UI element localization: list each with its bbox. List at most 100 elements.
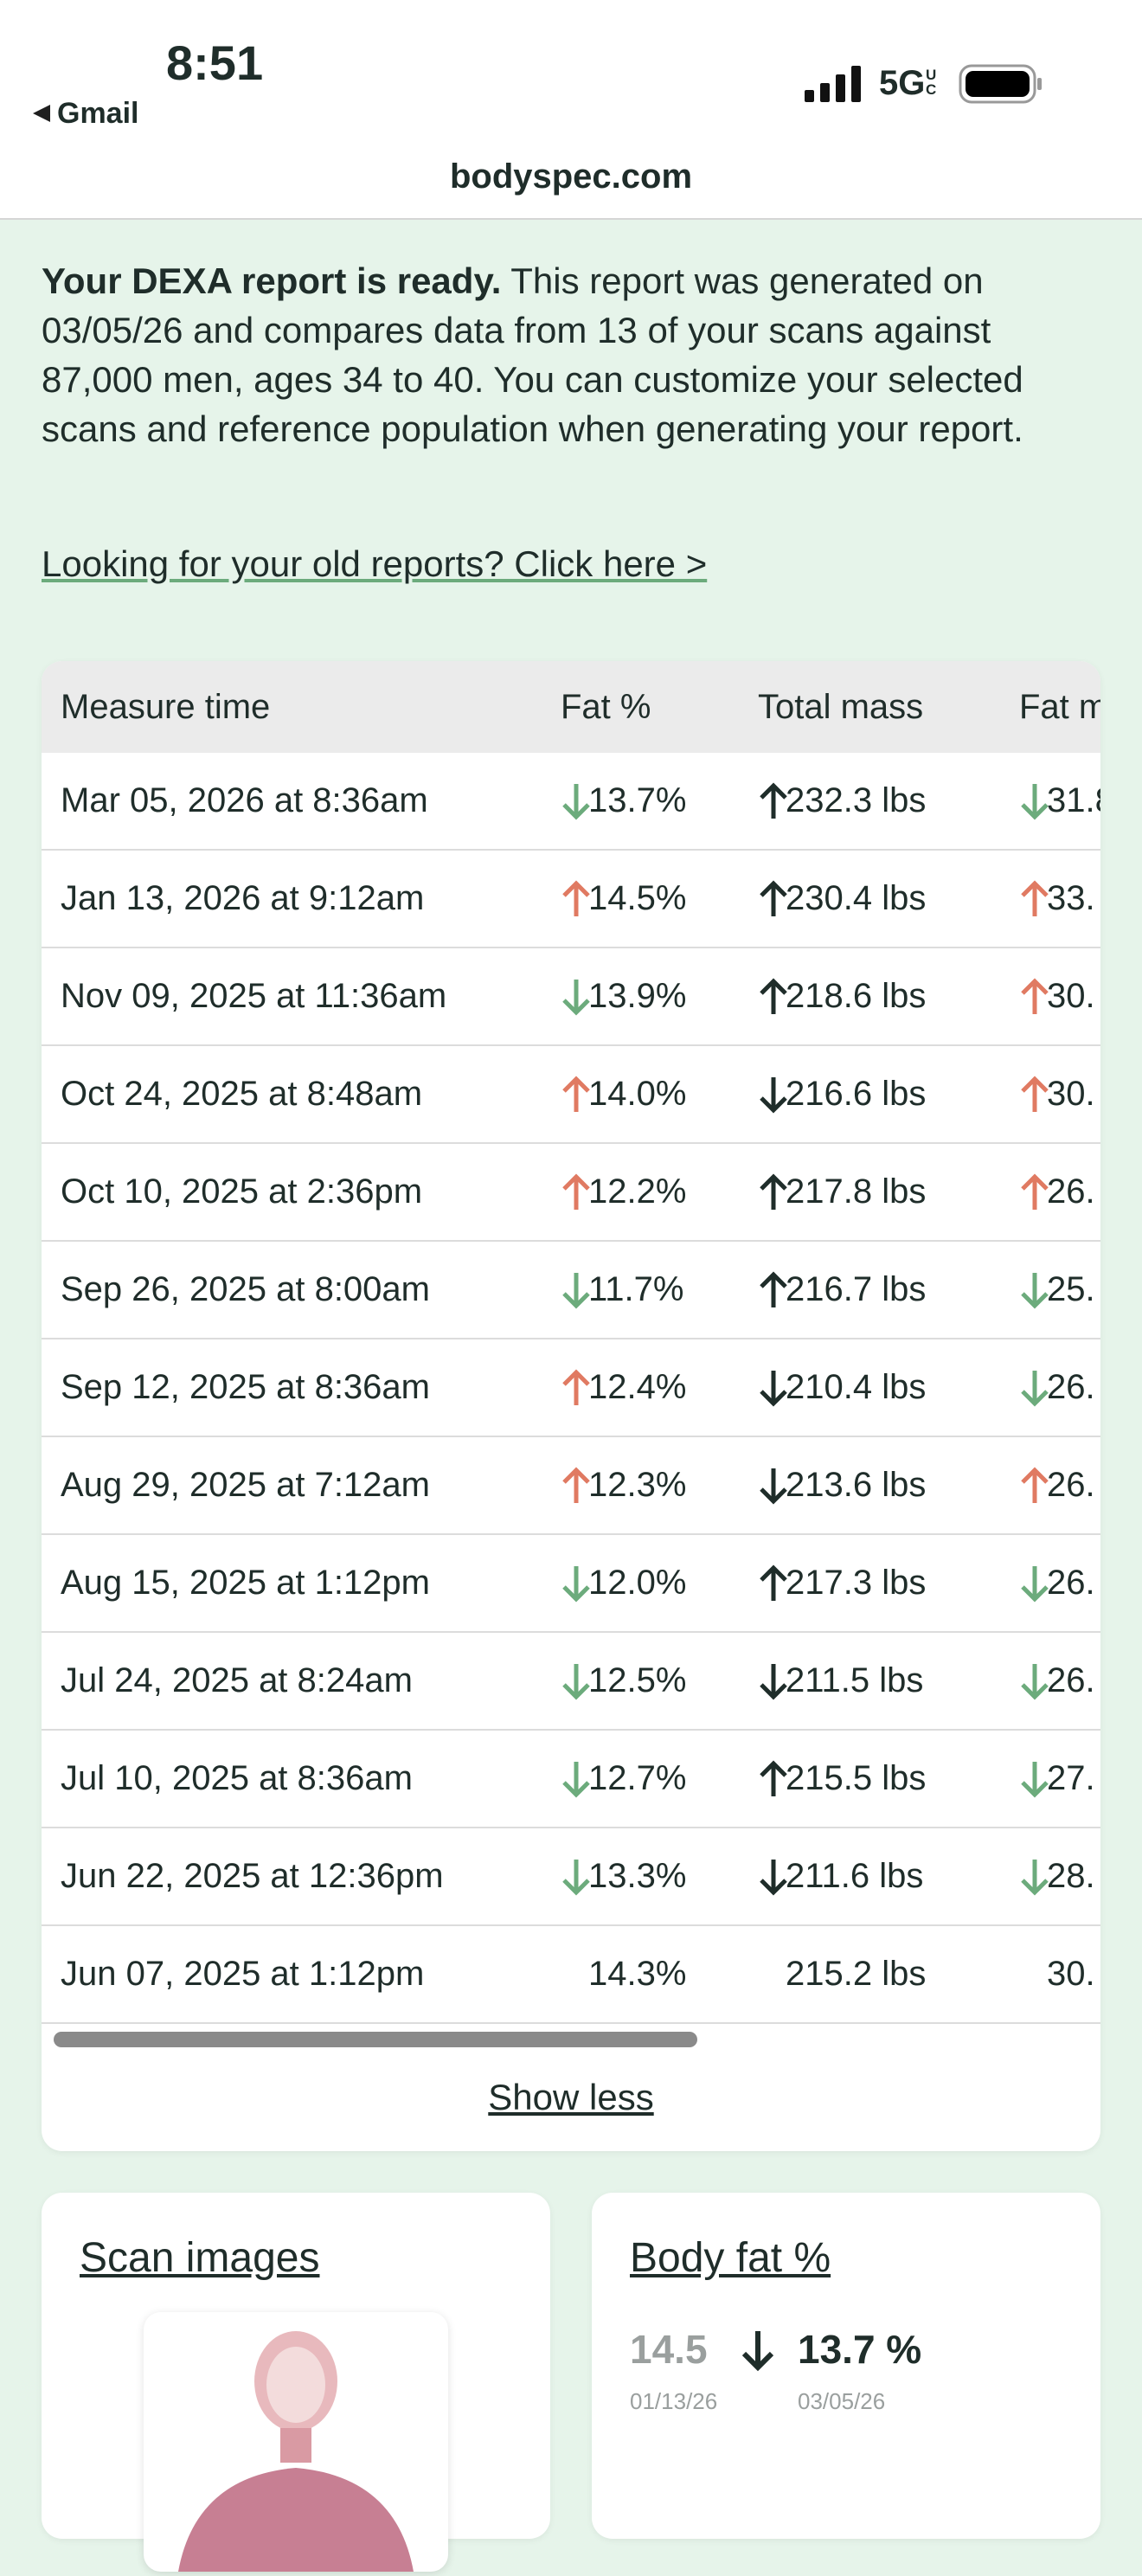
- arrow-path: [562, 1566, 590, 1603]
- card-title[interactable]: Body fat %: [630, 2235, 831, 2281]
- intro-text: This report was generated on 03/05/26 an…: [42, 260, 1023, 449]
- total-mass: 210.4 lbs: [786, 1368, 927, 1406]
- current-value: 13.7 %: [798, 2327, 922, 2372]
- trend-arrow: [1021, 1566, 1049, 1603]
- total-mass: 232.3 lbs: [786, 781, 927, 819]
- arrow-path: [1021, 978, 1049, 1014]
- arrow-path: [1021, 1371, 1049, 1407]
- table-row: Sep 26, 2025 at 8:00am 11.7% 216.7 lbs 25.: [42, 1242, 1100, 1339]
- measure-time: Sep 26, 2025 at 8:00am: [61, 1270, 430, 1308]
- signal: [805, 66, 861, 102]
- trend-arrow: [741, 2331, 774, 2372]
- current-date: 03/05/26: [798, 2388, 886, 2414]
- arrow-path: [1021, 1566, 1049, 1603]
- arrow-path: [1021, 1762, 1049, 1798]
- column-header: Total mass: [758, 688, 924, 726]
- arrow-path: [562, 1173, 590, 1210]
- fat-percent: 14.0%: [588, 1075, 687, 1113]
- previous-value: 14.5: [630, 2327, 708, 2372]
- scan-table: Measure time Fat % Total mass Fat m Show le…: [42, 661, 1100, 2151]
- trend-arrow: [562, 980, 590, 1016]
- fat-percent: 12.3%: [588, 1466, 687, 1504]
- arrow-path: [760, 1664, 787, 1700]
- arrow-path: [1021, 784, 1049, 820]
- trend-arrow: [760, 1860, 787, 1896]
- fat-mass: 30.: [1047, 977, 1095, 1015]
- total-mass: 215.5 lbs: [786, 1759, 927, 1797]
- measure-time: Jul 10, 2025 at 8:36am: [61, 1759, 413, 1797]
- back-app[interactable]: Gmail: [57, 97, 139, 130]
- arrow-path: [562, 1369, 590, 1405]
- measure-time: Jun 22, 2025 at 12:36pm: [61, 1857, 444, 1895]
- table-row: Mar 05, 2026 at 8:36am 13.7% 232.3 lbs 31.8: [42, 753, 1100, 851]
- trend-arrow: [760, 1371, 787, 1407]
- trend-arrow: [562, 1762, 590, 1798]
- card-title[interactable]: Scan images: [80, 2235, 320, 2281]
- arrow-path: [760, 1468, 787, 1505]
- scan-thumb[interactable]: [144, 2312, 448, 2572]
- trend-arrow: [1021, 880, 1049, 916]
- network: 5G: [879, 64, 926, 102]
- arrow-path: [562, 784, 590, 820]
- old-reports-link[interactable]: Looking for your old reports? Click here…: [42, 543, 708, 584]
- arrow-path: [1021, 1173, 1049, 1210]
- trend-arrow: [760, 1564, 787, 1601]
- measure-time: Aug 29, 2025 at 7:12am: [61, 1466, 430, 1504]
- fat-mass: 28.: [1047, 1857, 1095, 1895]
- total-mass: 216.7 lbs: [786, 1270, 927, 1308]
- trend-arrow: [1021, 978, 1049, 1014]
- fat-percent: 12.7%: [588, 1759, 687, 1797]
- trend-arrow: [1021, 1664, 1049, 1700]
- back-arrow[interactable]: [31, 104, 52, 123]
- arrow-path: [562, 1860, 590, 1896]
- trend-arrow: [760, 1468, 787, 1505]
- fat-percent: 12.2%: [588, 1172, 687, 1211]
- table-row: Nov 09, 2025 at 11:36am 13.9% 218.6 lbs 30.: [42, 948, 1100, 1046]
- fat-percent: 12.0%: [588, 1564, 687, 1602]
- arrow-path: [1021, 1860, 1049, 1896]
- fat-mass: 26.: [1047, 1172, 1095, 1211]
- previous-date: 01/13/26: [630, 2388, 718, 2414]
- trend-arrow: [562, 1173, 590, 1210]
- arrow-path: [760, 880, 787, 916]
- trend-arrow: [562, 1076, 590, 1112]
- column-header: Fat %: [561, 688, 651, 726]
- trend-arrow: [760, 978, 787, 1014]
- fat-percent: 12.5%: [588, 1661, 687, 1699]
- scan-images-card: Scan images: [42, 2193, 550, 2572]
- fat-percent: 11.7%: [588, 1270, 684, 1308]
- fat-mass: 31.8: [1047, 781, 1100, 819]
- measure-time: Mar 05, 2026 at 8:36am: [61, 781, 428, 819]
- body-fat-card: Body fat % 14.5 13.7 % 01/13/26 03/05/26: [592, 2193, 1100, 2539]
- trend-arrow: [1021, 1076, 1049, 1112]
- scan-image: [178, 2331, 414, 2572]
- fat-percent: 13.9%: [588, 977, 687, 1015]
- fat-mass: 30.: [1047, 1075, 1095, 1113]
- url[interactable]: bodyspec.com: [449, 157, 693, 196]
- trend-arrow: [562, 1273, 590, 1309]
- fat-mass: 30.: [1047, 1955, 1095, 1993]
- fat-percent: 14.3%: [588, 1955, 687, 1993]
- arrow-path: [562, 1467, 590, 1503]
- arrow-path: [760, 1271, 787, 1307]
- fat-mass: 26.: [1047, 1466, 1095, 1504]
- show-less[interactable]: Show less: [488, 2077, 654, 2117]
- scrollbar[interactable]: [54, 2032, 697, 2047]
- fat-percent: 13.7%: [588, 781, 687, 819]
- trend-arrow: [562, 1860, 590, 1896]
- arrow-path: [760, 1860, 787, 1896]
- measure-time: Jan 13, 2026 at 9:12am: [61, 879, 425, 917]
- table-row: Jul 24, 2025 at 8:24am 12.5% 211.5 lbs 26.: [42, 1633, 1100, 1731]
- arrow-path: [760, 1760, 787, 1796]
- total-mass: 217.8 lbs: [786, 1172, 927, 1211]
- table-row: Jan 13, 2026 at 9:12am 14.5% 230.4 lbs 33.: [42, 851, 1100, 948]
- fat-percent: 12.4%: [588, 1368, 687, 1406]
- trend-arrow: [760, 1664, 787, 1700]
- arrow-path: [562, 1273, 590, 1309]
- table-row: Oct 24, 2025 at 8:48am 14.0% 216.6 lbs 30.: [42, 1046, 1100, 1144]
- arrow-path: [562, 1762, 590, 1798]
- trend-arrow: [760, 1760, 787, 1796]
- measure-time: Sep 12, 2025 at 8:36am: [61, 1368, 430, 1406]
- table-row: Jul 10, 2025 at 8:36am 12.7% 215.5 lbs 27.: [42, 1731, 1100, 1828]
- intro-bold: Your DEXA report is ready.: [42, 260, 502, 301]
